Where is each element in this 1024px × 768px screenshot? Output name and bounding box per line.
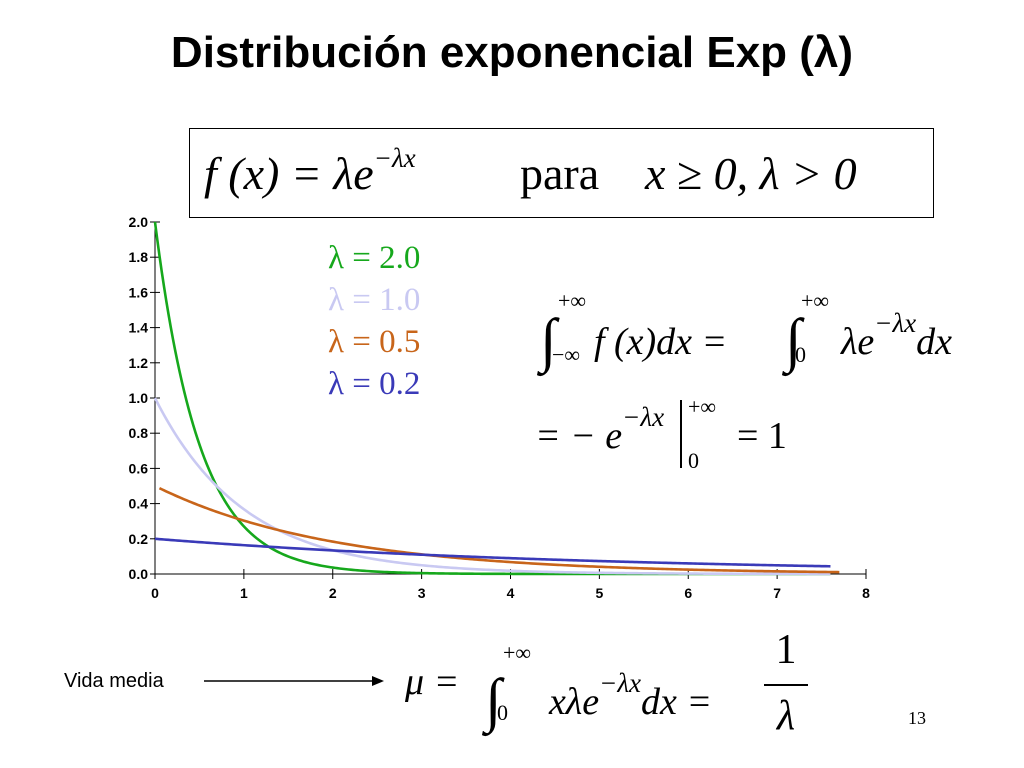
x-tick-label: 4 [507, 585, 515, 601]
mean-lower: 0 [497, 700, 508, 725]
series-line [154, 537, 831, 568]
vida-media-label: Vida media [64, 670, 164, 692]
evaluation-lower: 0 [688, 448, 699, 473]
mean-upper: +∞ [503, 640, 532, 665]
x-tick-label: 1 [240, 585, 248, 601]
series-line [158, 486, 840, 574]
x-tick-label: 7 [773, 585, 781, 601]
mean-formula: μ = [405, 660, 459, 704]
pdf-exponent: −λx [373, 143, 416, 173]
y-tick-label: 0.2 [129, 531, 149, 547]
vida-media-arrow [204, 676, 384, 686]
pdf-condition: x ≥ 0, λ > 0 [645, 148, 857, 199]
y-tick-label: 0.4 [129, 496, 149, 512]
integral-line-1: ∫ +∞ −∞ f (x)dx = [540, 288, 728, 373]
series-line [153, 397, 831, 576]
x-tick-label: 6 [684, 585, 692, 601]
integral-2-upper: +∞ [801, 288, 830, 313]
y-tick-label: 1.6 [129, 284, 149, 300]
legend-entry: λ = 0.2 [328, 366, 421, 402]
mean-denominator: λ [776, 693, 796, 739]
integral-2-exp: −λx [874, 308, 917, 338]
mean-lhs: μ = [405, 661, 460, 703]
pdf-lhs: f (x) = λe−λx [204, 129, 416, 225]
pdf-formula-box: f (x) = λe−λx para x ≥ 0, λ > 0 [189, 128, 934, 218]
y-tick-label: 1.2 [129, 355, 149, 371]
mean-integral-sign: ∫ [485, 667, 502, 733]
integral-1-body: f (x)dx = [593, 321, 728, 363]
integral-sign-2: ∫ [785, 307, 802, 373]
y-tick-label: 1.0 [129, 390, 149, 406]
integral-line-2-text: = − e [535, 415, 623, 457]
evaluation-upper: +∞ [688, 394, 717, 419]
integral-line-2: = − e−λx [535, 402, 664, 458]
x-tick-label: 2 [329, 585, 337, 601]
y-tick-label: 2.0 [129, 214, 149, 230]
pdf-word-para: para [520, 148, 600, 199]
y-tick-label: 0.6 [129, 460, 149, 476]
x-tick-label: 8 [862, 585, 870, 601]
pdf-lhs-text: f (x) = λe [204, 148, 374, 199]
legend-entry: λ = 2.0 [328, 240, 421, 276]
mean-body: xλe [548, 681, 600, 723]
page-number: 13 [908, 708, 926, 728]
mean-tail: dx = [641, 681, 713, 723]
integral-line-2-exp: −λx [622, 402, 665, 432]
integral-line-1b: ∫ +∞ 0 λe−λxdx [785, 288, 953, 373]
integral-line-2-result: = 1 [737, 415, 787, 457]
series-line [153, 221, 831, 576]
integral-2-body: λe [840, 321, 875, 363]
chart-axes: 0.0 0.2 0.4 0.6 0.8 1.0 1.2 1.4 1.6 1.8 2.0 0 1 2 3 4 5 6… [129, 214, 871, 601]
evaluation-bar [680, 400, 682, 468]
x-tick-label: 0 [151, 585, 159, 601]
mean-fraction-bar [764, 684, 808, 686]
y-tick-label: 0.0 [129, 566, 149, 582]
y-tick-label: 0.8 [129, 425, 149, 441]
y-tick-label: 1.4 [129, 320, 149, 336]
integral-2-lower: 0 [795, 342, 806, 367]
integral-2-dx: dx [916, 321, 953, 363]
mean-numerator: 1 [775, 627, 797, 673]
mean-integral: ∫ +∞ 0 xλe−λxdx = [485, 640, 713, 733]
chart-curves [153, 221, 840, 576]
integral-1-upper: +∞ [558, 288, 587, 313]
y-tick-label: 1.8 [129, 249, 149, 265]
slide-title: Distribución exponencial Exp (λ) [170, 28, 854, 77]
integral-1-lower: −∞ [552, 342, 581, 367]
x-tick-label: 3 [418, 585, 426, 601]
mean-exp: −λx [599, 668, 642, 698]
legend-entry: λ = 0.5 [328, 324, 421, 360]
x-tick-label: 5 [595, 585, 603, 601]
integral-sign-1: ∫ [540, 307, 557, 373]
legend-entry: λ = 1.0 [328, 282, 421, 318]
